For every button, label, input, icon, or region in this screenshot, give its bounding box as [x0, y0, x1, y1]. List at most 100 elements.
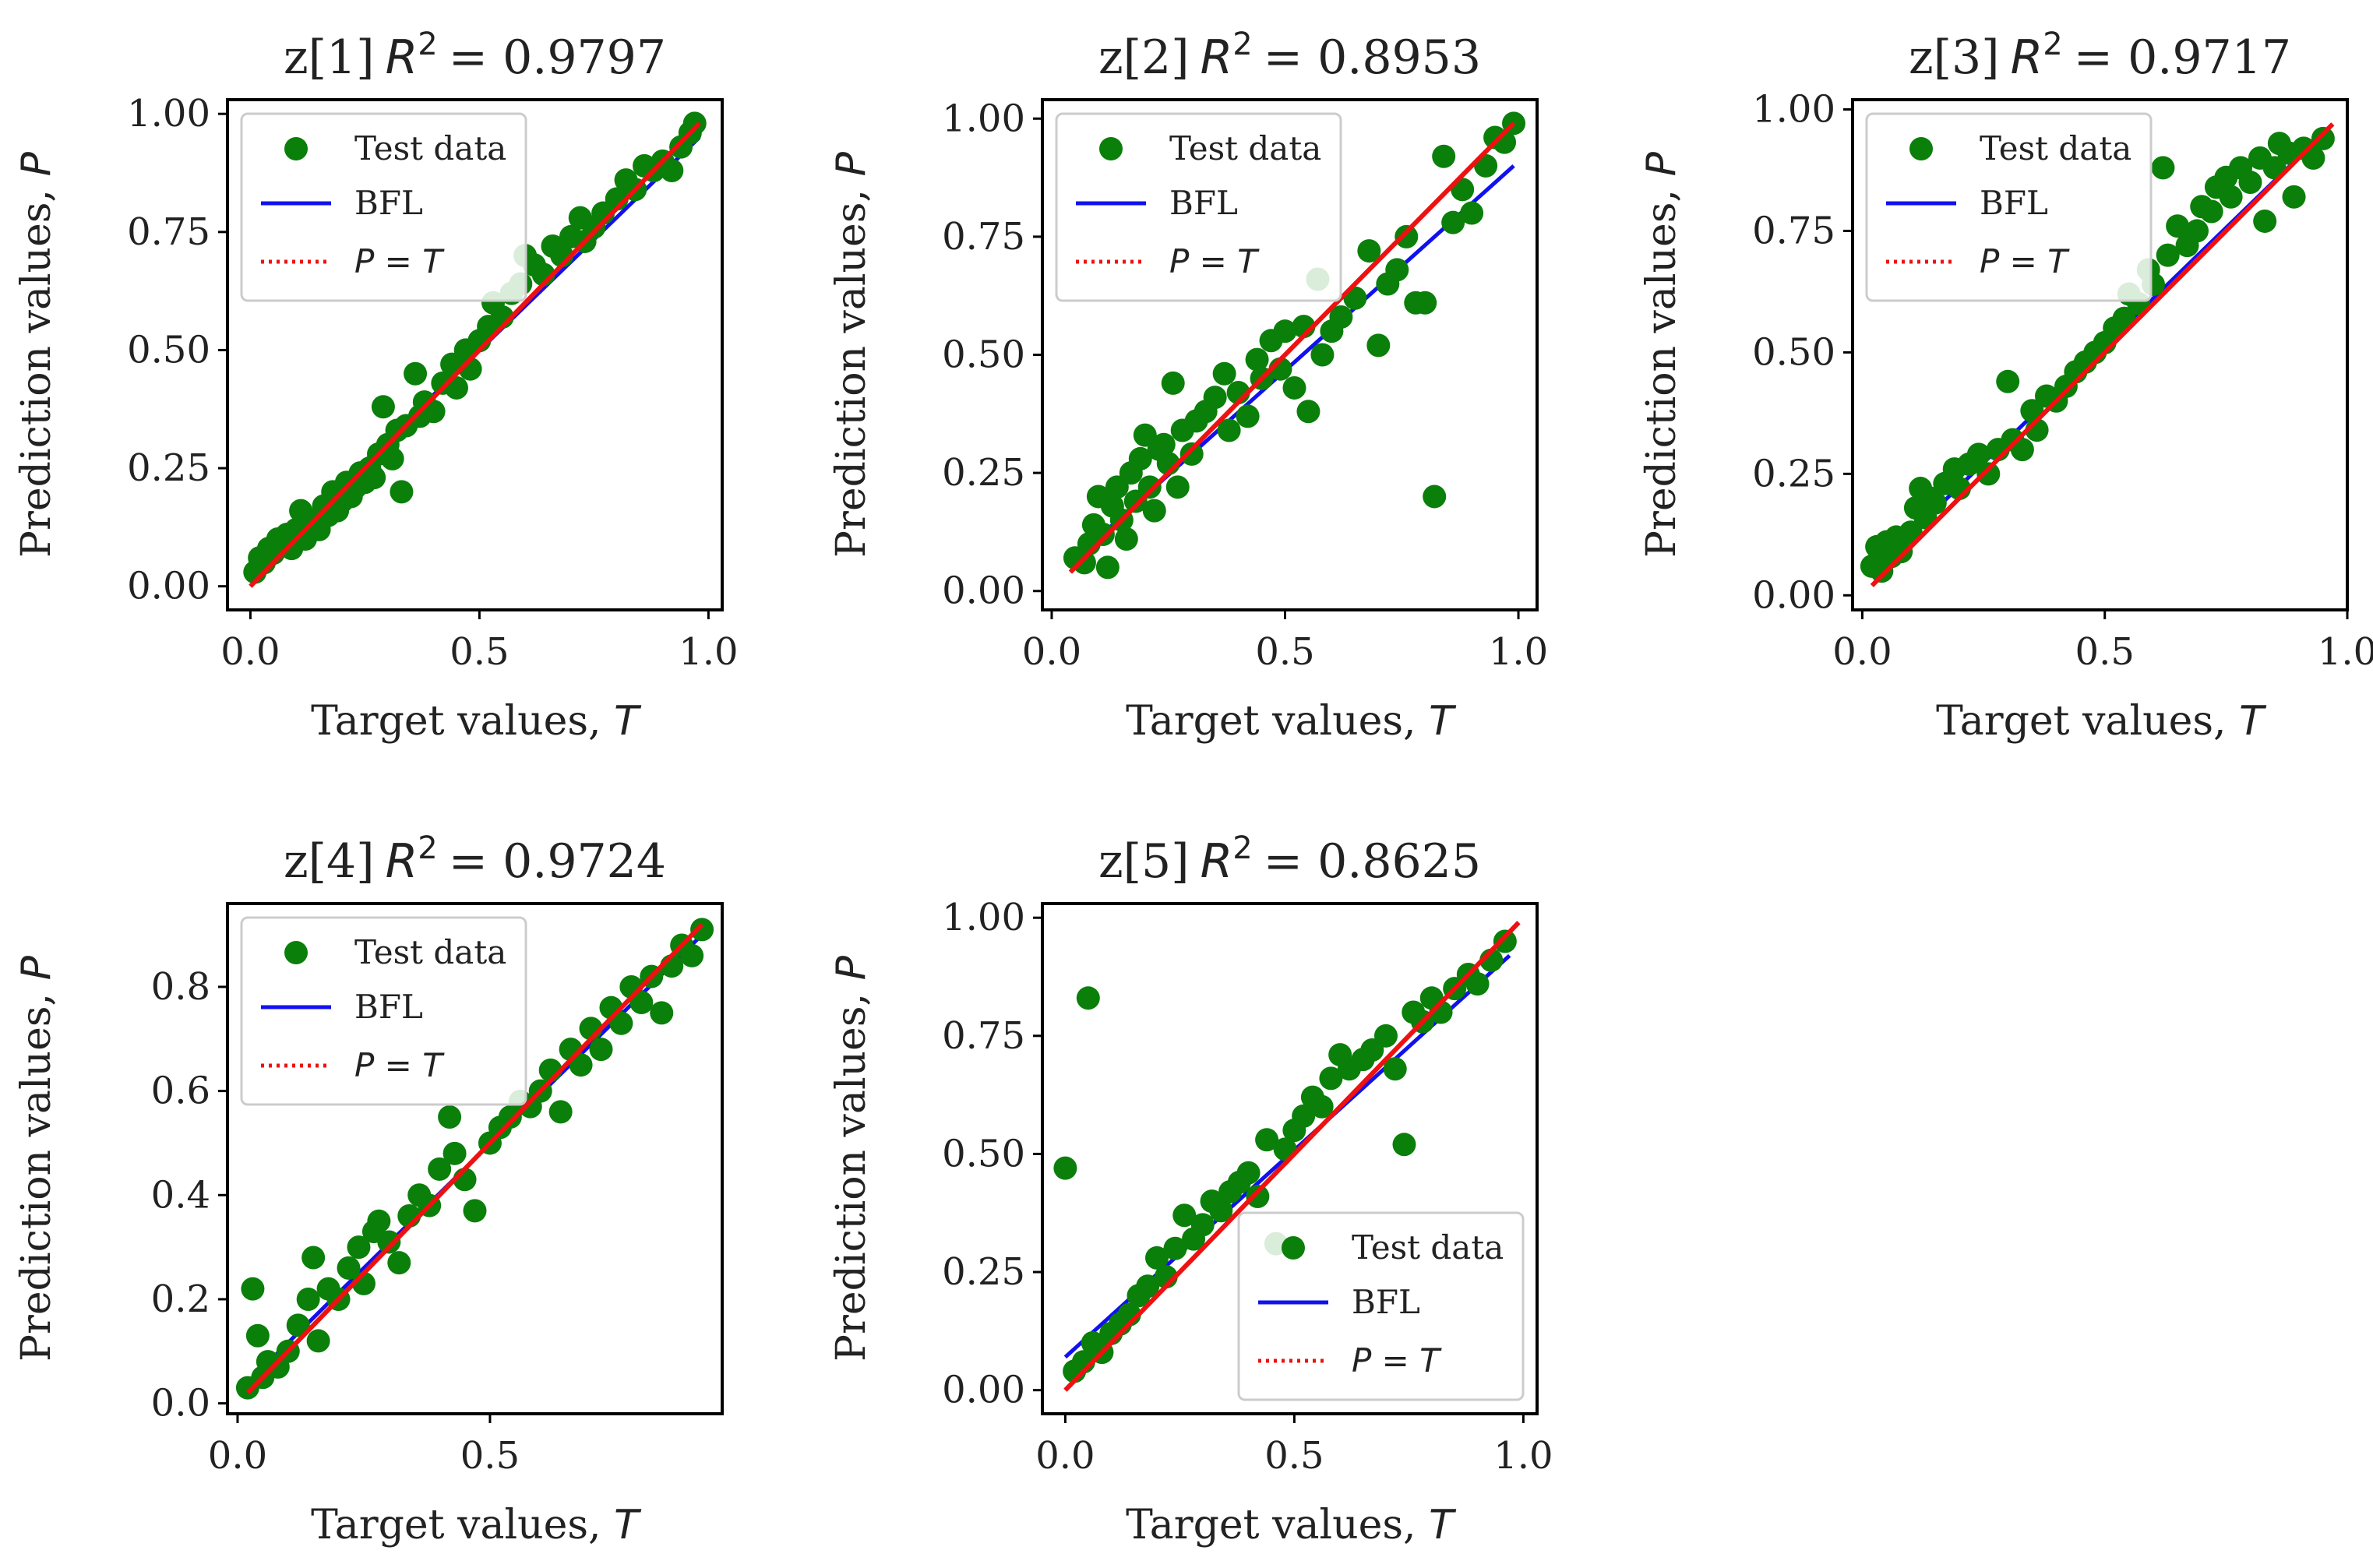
x-axis-label: Target values, T	[311, 1502, 642, 1549]
plot-area	[1053, 921, 1521, 1392]
data-point-31	[1245, 347, 1269, 372]
data-point-17	[1966, 442, 1990, 467]
legend-bfl: BFL	[1169, 184, 1238, 222]
y-axis-label-text: Prediction values,	[828, 176, 875, 558]
y-tick-label-1: 0.25	[942, 1250, 1025, 1294]
identity-line	[249, 122, 701, 588]
data-point-16	[1190, 1213, 1215, 1237]
data-point-21	[1236, 1161, 1261, 1185]
x-tick-label-0: 0.0	[1022, 630, 1081, 674]
data-point-24	[438, 1105, 462, 1129]
y-tick-label-4: 1.00	[127, 92, 210, 136]
r2-exponent: 2	[418, 26, 437, 62]
r2-symbol: R	[386, 30, 418, 85]
x-tick-label-2: 1.0	[2318, 630, 2373, 674]
data-point-25	[443, 1141, 467, 1165]
legend-point-marker	[1282, 1236, 1305, 1260]
y-tick-label-4: 1.00	[1752, 87, 1835, 131]
data-point-13	[1128, 446, 1152, 470]
x-tick-label-1: 0.5	[1264, 1434, 1324, 1478]
data-point-27	[463, 1199, 487, 1223]
data-point-39	[2156, 243, 2180, 267]
legend-identity: P = T	[354, 242, 445, 280]
legend-test-data: Test data	[354, 933, 506, 971]
data-point-47	[2219, 185, 2243, 209]
y-axis-label-var: P	[1638, 151, 1685, 176]
y-tick-label-3: 0.75	[1752, 209, 1835, 252]
data-point-14	[347, 1235, 371, 1260]
data-point-10	[306, 1329, 330, 1353]
data-point-46	[1493, 929, 1517, 953]
x-tick-label-2: 1.0	[679, 630, 738, 674]
legend: Test data BFL P = T	[1237, 1211, 1525, 1401]
data-point-5	[1091, 522, 1115, 546]
y-tick-label-2: 0.50	[942, 1132, 1025, 1175]
data-point-8	[296, 1287, 320, 1311]
x-axis-label-var: T	[2239, 698, 2267, 745]
data-point-48	[1395, 224, 1419, 248]
plot-frame	[226, 98, 724, 611]
data-point-6	[1889, 540, 1913, 564]
data-point-37	[1392, 1133, 1416, 1157]
legend: Test data BFL P = T	[1055, 112, 1342, 302]
data-point-35	[1273, 319, 1297, 344]
legend-point-marker	[284, 137, 308, 160]
data-point-55	[1460, 201, 1484, 225]
y-tick-label-0: 0.00	[942, 569, 1025, 613]
chart-title: z[4] R2 = 0.9724	[284, 830, 666, 889]
x-axis-label: Target values, T	[1126, 698, 1457, 745]
legend-identity: P = T	[354, 1046, 445, 1084]
data-point-35	[548, 1100, 573, 1124]
x-tick-label-0: 0.0	[208, 1434, 267, 1478]
r2-value: = 0.8625	[1264, 834, 1481, 889]
data-point-3	[1076, 986, 1100, 1010]
data-point-30	[1319, 1066, 1343, 1091]
data-point-10	[1136, 1274, 1160, 1298]
chart-z4: z[4] R2 = 0.9724 0.0 0.5 0.0 0.2 0.4 0.6 0.8 Targe…	[13, 830, 724, 1549]
legend-identity: P = T	[1352, 1341, 1442, 1379]
data-point-9	[301, 1246, 326, 1270]
data-point-10	[1114, 527, 1138, 551]
y-tick-label-3: 0.6	[151, 1069, 210, 1113]
title-prefix: z[1]	[284, 30, 375, 85]
r2-value: = 0.9717	[2074, 30, 2291, 85]
legend-bfl: BFL	[354, 184, 423, 222]
legend-box	[1237, 1211, 1525, 1401]
chart-title: z[2] R2 = 0.8953	[1098, 26, 1481, 85]
legend-point-marker	[1909, 137, 1933, 160]
data-point-15	[1137, 475, 1162, 499]
data-point-44	[2199, 199, 2223, 224]
data-point-47	[1385, 258, 1409, 282]
r2-symbol: R	[1201, 30, 1233, 85]
legend: Test data BFL P = T	[240, 112, 527, 302]
y-tick-label-3: 0.75	[127, 210, 210, 254]
y-tick-label-4: 1.00	[942, 896, 1025, 939]
data-point-45	[650, 1001, 674, 1025]
y-tick-label-3: 0.75	[942, 215, 1025, 259]
y-axis-label-text: Prediction values,	[828, 980, 875, 1362]
legend-bfl: BFL	[1352, 1283, 1420, 1321]
data-point-18	[1151, 432, 1176, 456]
y-tick-label-1: 0.25	[1752, 452, 1835, 495]
r2-symbol: R	[2011, 30, 2043, 85]
chart-title: z[3] R2 = 0.9717	[1909, 26, 2291, 85]
data-point-48	[680, 943, 704, 967]
legend-test-data: Test data	[1980, 129, 2131, 167]
r2-value: = 0.9724	[449, 834, 666, 889]
r2-exponent: 2	[418, 830, 437, 866]
data-point-23	[1255, 1128, 1279, 1152]
y-tick-label-1: 0.25	[942, 451, 1025, 495]
x-axis-label: Target values, T	[1936, 698, 2267, 745]
x-axis-label-var: T	[1429, 1502, 1457, 1549]
y-axis-label-text: Prediction values,	[1638, 176, 1685, 558]
identity-line	[245, 922, 704, 1395]
data-point-44	[1357, 239, 1381, 263]
data-point-30	[1236, 404, 1260, 428]
legend-box	[1055, 112, 1342, 302]
data-point-23	[428, 1157, 452, 1181]
title-prefix: z[5]	[1098, 834, 1190, 889]
y-tick-label-1: 0.2	[151, 1277, 210, 1321]
data-point-39	[589, 1038, 613, 1062]
data-point-29	[1310, 1094, 1334, 1119]
